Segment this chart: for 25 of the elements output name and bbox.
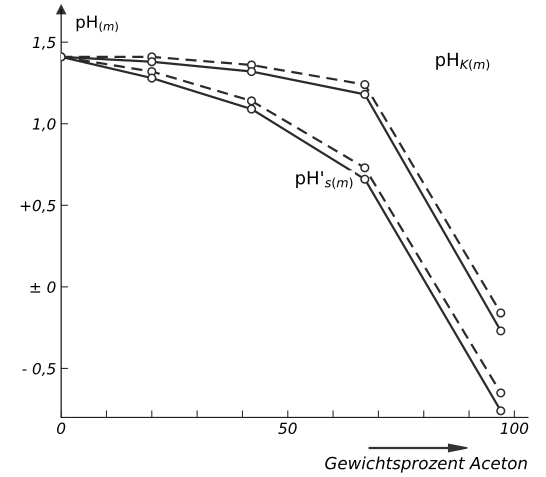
point: [360, 174, 370, 184]
x-axis-title: Gewichtsprozent Aceton: [325, 456, 527, 473]
point: [496, 308, 506, 318]
point: [360, 80, 370, 90]
point: [496, 388, 506, 398]
point: [246, 96, 256, 106]
point: [360, 163, 370, 172]
point: [246, 66, 256, 76]
y-tick-label: 1,0: [32, 118, 56, 132]
annotation: pH$_{K(m)}$: [436, 52, 490, 71]
point: [496, 326, 506, 336]
y-tick-label: 1,5: [32, 36, 56, 50]
annotation: pH'$_{s(m)}$: [296, 171, 352, 189]
point: [147, 73, 156, 83]
x-tick-label: 50: [278, 422, 297, 434]
point: [246, 104, 256, 114]
point: [360, 90, 370, 99]
y-tick-label: +0,5: [20, 200, 56, 213]
y-tick-label: ± 0: [30, 281, 56, 293]
x-tick-label: 100: [500, 422, 528, 434]
point: [496, 406, 506, 416]
y-tick-label: - 0,5: [22, 362, 56, 376]
x-tick-label: 0: [57, 422, 66, 434]
point: [147, 57, 156, 66]
y-axis-title: pH$_{(m)}$: [76, 16, 118, 32]
